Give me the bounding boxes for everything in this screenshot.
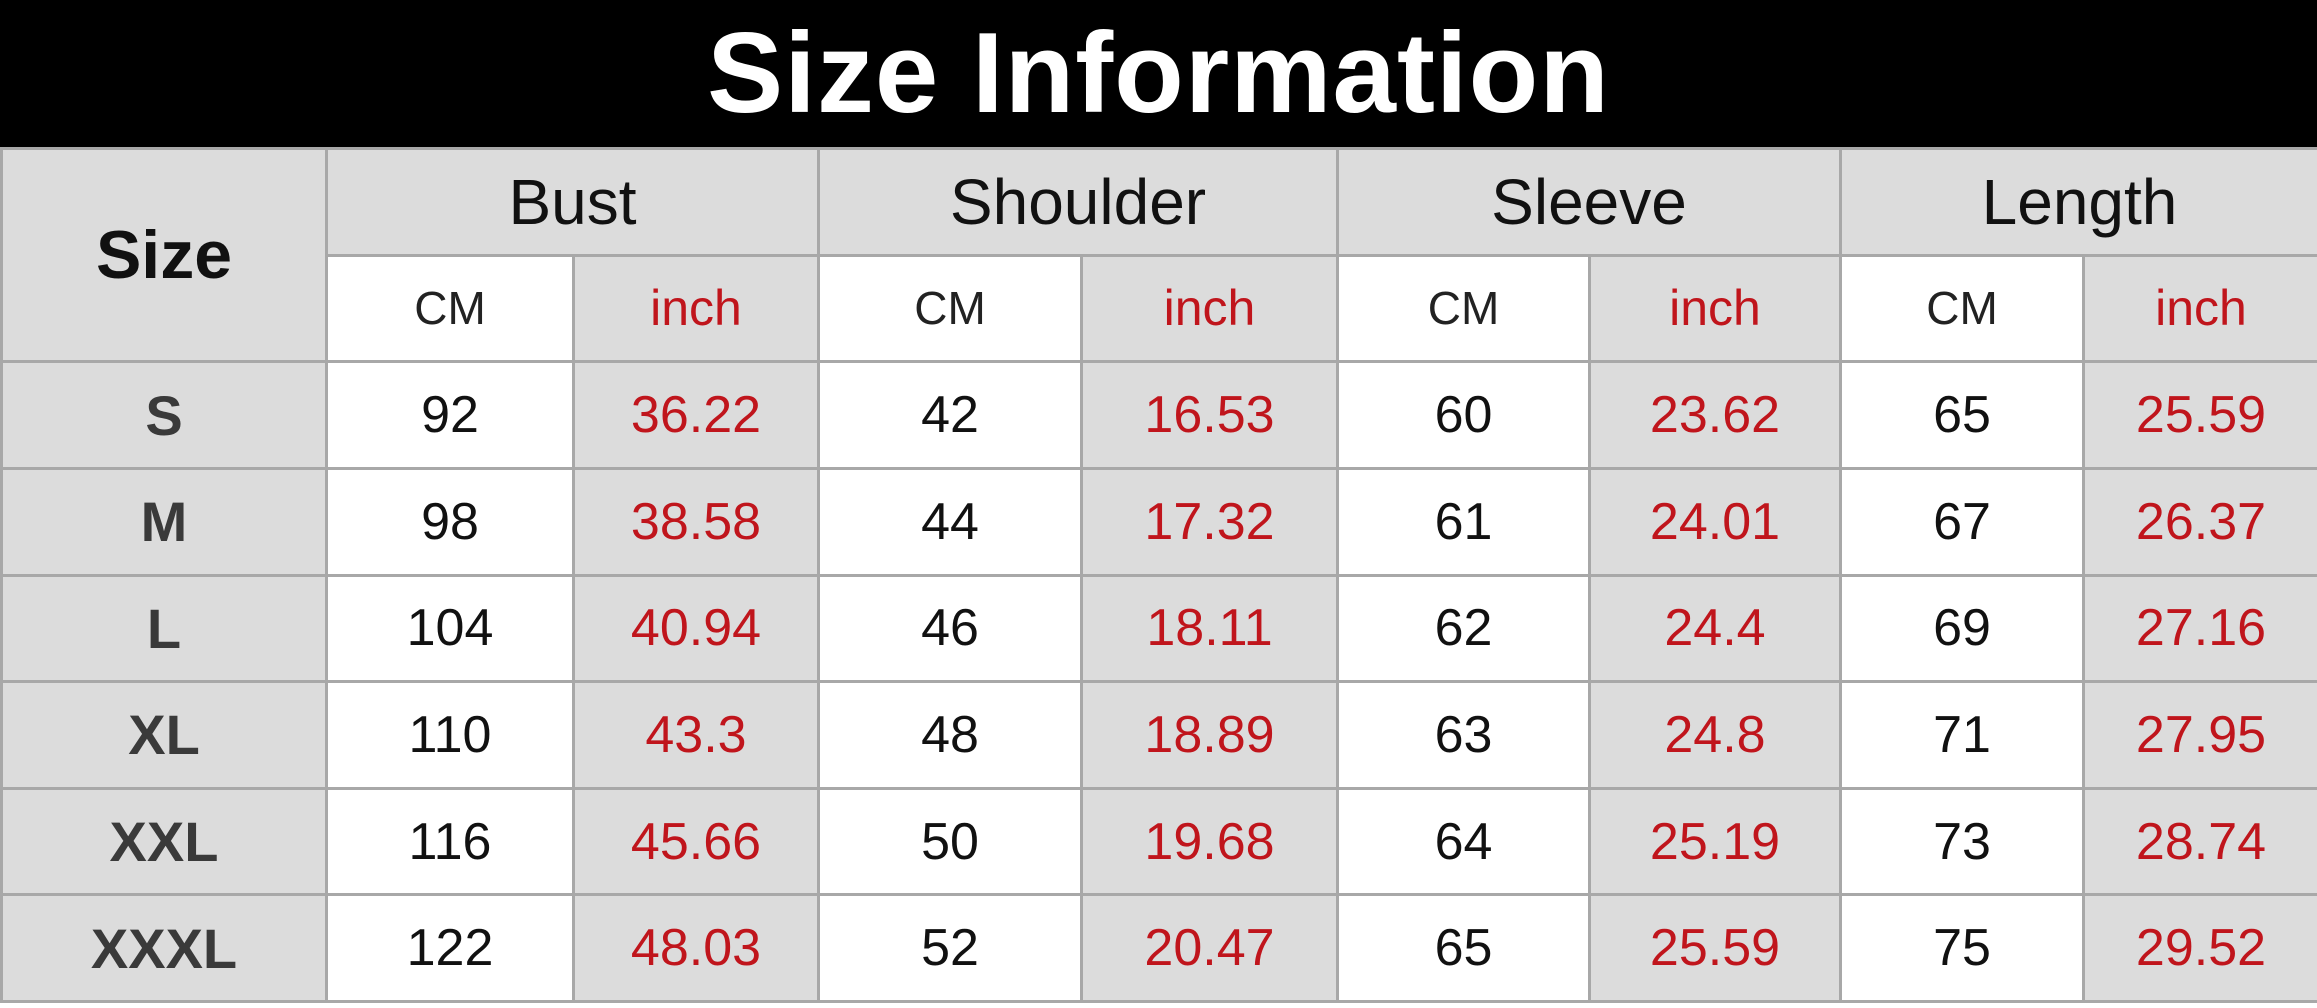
shoulder-cm-unit: CM [817, 253, 1083, 364]
bust-inch-cell: 43.3 [572, 680, 820, 790]
size-table: Size Bust Shoulder Sleeve Length CM inch… [0, 146, 2317, 1003]
sleeve-header: Sleeve [1336, 147, 1842, 257]
bust-inch-cell: 45.66 [572, 786, 820, 897]
length-inch-cell: 26.37 [2082, 466, 2317, 577]
sleeve-inch-cell: 24.4 [1588, 573, 1842, 684]
sleeve-inch-cell: 25.19 [1588, 786, 1842, 897]
bust-cm-cell: 122 [325, 893, 575, 1003]
length-header: Length [1839, 147, 2317, 257]
bust-inch-cell: 48.03 [572, 893, 820, 1003]
shoulder-cm-cell: 52 [817, 893, 1083, 1003]
bust-inch-unit: inch [572, 253, 820, 364]
size-cell: L [0, 573, 328, 684]
length-inch-unit: inch [2082, 253, 2317, 364]
size-cell: XXL [0, 786, 328, 897]
sleeve-inch-unit: inch [1588, 253, 1842, 364]
bust-cm-cell: 92 [325, 360, 575, 470]
table-row: XL 110 43.3 48 18.89 63 24.8 71 27.95 [0, 680, 2317, 790]
shoulder-inch-cell: 18.89 [1080, 680, 1339, 790]
size-cell: S [0, 360, 328, 470]
shoulder-inch-cell: 18.11 [1080, 573, 1339, 684]
bust-cm-cell: 116 [325, 786, 575, 897]
shoulder-cm-cell: 50 [817, 786, 1083, 897]
sleeve-inch-cell: 24.8 [1588, 680, 1842, 790]
page-title: Size Information [707, 10, 1610, 137]
bust-cm-cell: 110 [325, 680, 575, 790]
shoulder-cm-cell: 42 [817, 360, 1083, 470]
length-cm-cell: 65 [1839, 360, 2085, 470]
length-cm-cell: 71 [1839, 680, 2085, 790]
table-row: XXL 116 45.66 50 19.68 64 25.19 73 28.74 [0, 786, 2317, 897]
length-inch-cell: 29.52 [2082, 893, 2317, 1003]
table-row: M 98 38.58 44 17.32 61 24.01 67 26.37 [0, 466, 2317, 577]
shoulder-inch-cell: 16.53 [1080, 360, 1339, 470]
sleeve-cm-cell: 65 [1336, 893, 1591, 1003]
shoulder-cm-cell: 48 [817, 680, 1083, 790]
table-row: XXXL 122 48.03 52 20.47 65 25.59 75 29.5… [0, 893, 2317, 1003]
shoulder-inch-unit: inch [1080, 253, 1339, 364]
sleeve-inch-cell: 25.59 [1588, 893, 1842, 1003]
bust-header: Bust [325, 147, 820, 257]
bust-cm-cell: 98 [325, 466, 575, 577]
length-cm-cell: 67 [1839, 466, 2085, 577]
size-cell: XXXL [0, 893, 328, 1003]
table-row: S 92 36.22 42 16.53 60 23.62 65 25.59 [0, 360, 2317, 470]
sleeve-cm-cell: 63 [1336, 680, 1591, 790]
bust-inch-cell: 38.58 [572, 466, 820, 577]
title-bar: Size Information [0, 0, 2317, 147]
sleeve-cm-cell: 64 [1336, 786, 1591, 897]
shoulder-cm-cell: 44 [817, 466, 1083, 577]
length-inch-cell: 28.74 [2082, 786, 2317, 897]
sleeve-cm-unit: CM [1336, 253, 1591, 364]
size-cell: M [0, 466, 328, 577]
sleeve-inch-cell: 24.01 [1588, 466, 1842, 577]
sleeve-cm-cell: 62 [1336, 573, 1591, 684]
size-cell: XL [0, 680, 328, 790]
length-cm-cell: 69 [1839, 573, 2085, 684]
shoulder-inch-cell: 20.47 [1080, 893, 1339, 1003]
sleeve-cm-cell: 61 [1336, 466, 1591, 577]
bust-cm-unit: CM [325, 253, 575, 364]
sleeve-inch-cell: 23.62 [1588, 360, 1842, 470]
length-inch-cell: 25.59 [2082, 360, 2317, 470]
shoulder-cm-cell: 46 [817, 573, 1083, 684]
size-column-header: Size [0, 146, 328, 364]
length-inch-cell: 27.95 [2082, 680, 2317, 790]
shoulder-header: Shoulder [817, 147, 1339, 257]
shoulder-inch-cell: 17.32 [1080, 466, 1339, 577]
header-row-groups: Size Bust Shoulder Sleeve Length [0, 146, 2317, 364]
length-inch-cell: 27.16 [2082, 573, 2317, 684]
table-row: L 104 40.94 46 18.11 62 24.4 69 27.16 [0, 573, 2317, 684]
length-cm-unit: CM [1839, 253, 2085, 364]
bust-inch-cell: 36.22 [572, 360, 820, 470]
shoulder-inch-cell: 19.68 [1080, 786, 1339, 897]
bust-inch-cell: 40.94 [572, 573, 820, 684]
header-row-units: CM inch CM inch CM inch CM inch [2, 253, 2317, 364]
length-cm-cell: 73 [1839, 786, 2085, 897]
length-cm-cell: 75 [1839, 893, 2085, 1003]
sleeve-cm-cell: 60 [1336, 360, 1591, 470]
bust-cm-cell: 104 [325, 573, 575, 684]
